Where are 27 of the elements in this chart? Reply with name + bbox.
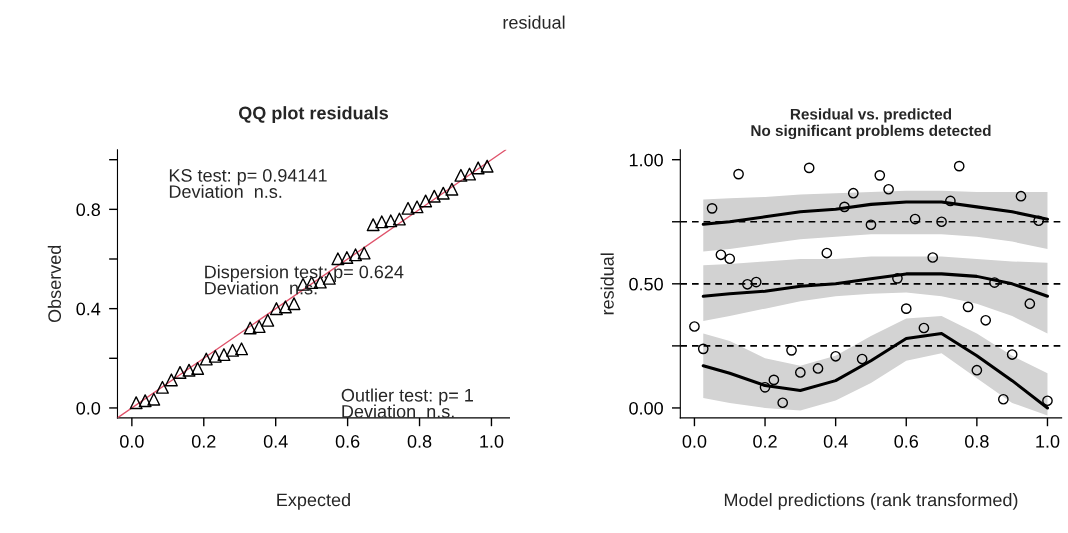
- x-tick-label: 0.0: [120, 435, 144, 448]
- x-tick-label: 0.6: [335, 435, 360, 448]
- x-tick-label: 0.4: [823, 435, 848, 448]
- y-tick-label: 0.50: [629, 277, 663, 291]
- x-tick-label: 0.6: [894, 435, 919, 448]
- y-tick-label: 1.00: [629, 153, 663, 167]
- x-tick-label: 1.0: [480, 435, 504, 448]
- y-tick-label: 0.0: [76, 401, 101, 415]
- y-tick-label: 0.00: [629, 401, 663, 415]
- annotation: KS test: p= 0.94141 Deviation n.s.: [169, 169, 327, 198]
- x-tick-label: 0.4: [263, 435, 288, 448]
- text: residual: [503, 15, 565, 29]
- x-tick-label: 1.0: [1036, 435, 1060, 448]
- x-tick-label: 0.8: [965, 435, 989, 448]
- x-tick-label: 0.2: [753, 435, 777, 448]
- x-axis-title: Model predictions (rank transformed): [724, 493, 1018, 510]
- x-tick-label: 0.8: [407, 435, 432, 448]
- y-axis-title: residual: [600, 253, 614, 315]
- annotation: Outlier test: p= 1 Deviation n.s.: [341, 388, 473, 418]
- x-tick-label: 0.2: [191, 435, 216, 448]
- chart-title: QQ plot residuals: [238, 106, 388, 123]
- x-tick-label: 0.0: [682, 435, 707, 448]
- x-axis-title: Expected: [277, 493, 350, 510]
- y-tick-label: 0.8: [76, 203, 101, 217]
- y-tick-label: 0.4: [76, 302, 101, 316]
- y-axis-title: Observed: [47, 245, 62, 323]
- chart-title: Residual vs. predicted No significant problems detected: [751, 108, 991, 140]
